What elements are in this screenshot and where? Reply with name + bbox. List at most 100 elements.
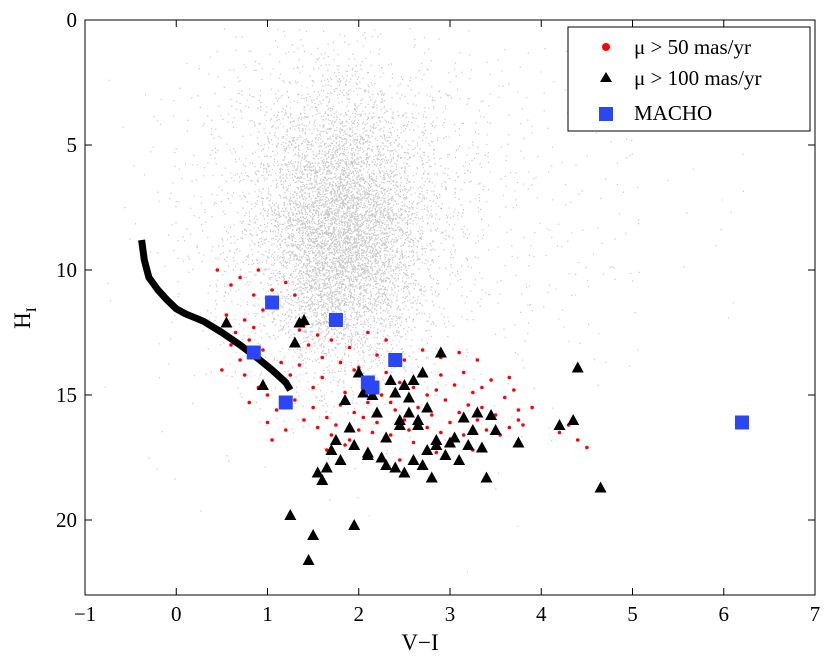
triangle-point <box>320 461 333 473</box>
red-point <box>575 438 580 442</box>
red-point <box>457 350 461 355</box>
red-point <box>297 363 302 367</box>
red-point <box>215 268 220 272</box>
red-point <box>557 430 562 435</box>
red-point <box>252 293 256 297</box>
red-point <box>293 398 297 402</box>
square-point <box>735 415 749 430</box>
red-point <box>411 385 416 390</box>
legend: μ > 50 mas/yr μ > 100 mas/yr MACHO <box>567 26 811 132</box>
red-point <box>384 370 388 375</box>
red-point <box>361 415 366 420</box>
x-tick-label: 1 <box>262 602 273 626</box>
red-point <box>461 370 466 375</box>
triangle-point <box>571 361 584 373</box>
red-point <box>530 405 534 410</box>
y-tick-label: 20 <box>56 508 77 532</box>
x-tick-label: 6 <box>719 602 730 626</box>
triangle-point <box>348 439 361 450</box>
red-point <box>288 373 293 377</box>
red-point <box>283 280 288 285</box>
red-point <box>375 420 379 425</box>
y-axis-label: HI <box>10 307 40 329</box>
red-point <box>434 388 439 392</box>
red-point <box>439 430 443 435</box>
square-point <box>265 295 280 310</box>
triangle-point <box>284 509 297 520</box>
red-point <box>242 318 247 322</box>
triangle-point <box>402 391 415 403</box>
square-point <box>328 313 343 327</box>
square-series-layer <box>246 295 749 430</box>
reference-sequence-layer <box>138 239 294 392</box>
red-point <box>220 368 224 372</box>
triangle-point <box>380 431 393 443</box>
red-point <box>306 343 311 347</box>
triangle-point <box>316 474 329 485</box>
triangle-point <box>416 366 429 378</box>
red-point <box>370 430 375 435</box>
triangle-point <box>307 529 320 540</box>
red-point <box>366 330 370 335</box>
y-axis-label-sub: I <box>24 307 40 312</box>
red-point <box>256 268 261 272</box>
x-tick-label: 7 <box>810 602 821 626</box>
triangle-point <box>220 316 233 328</box>
triangle-point <box>439 449 452 460</box>
red-point <box>585 445 589 450</box>
square-point <box>365 380 380 395</box>
x-tick-labels: −1 0 1 2 3 4 5 6 7 <box>74 602 820 626</box>
red-point <box>475 358 480 362</box>
red-point <box>247 400 252 405</box>
red-point <box>329 433 334 437</box>
red-point <box>311 405 315 410</box>
square-point <box>278 395 293 410</box>
triangle-point <box>421 401 434 413</box>
triangle-point <box>466 424 479 435</box>
red-point <box>320 355 325 360</box>
triangle-point <box>256 379 269 390</box>
triangle-point <box>352 366 365 378</box>
red-point <box>293 293 297 297</box>
red-point <box>384 338 388 342</box>
red-point <box>261 308 265 312</box>
triangle-point <box>348 519 361 530</box>
triangle-series-layer <box>220 314 607 565</box>
red-point <box>461 433 466 437</box>
red-point <box>516 408 521 412</box>
triangle-point <box>325 444 338 455</box>
red-point <box>274 408 279 412</box>
red-point <box>343 390 347 395</box>
triangle-point <box>407 454 420 465</box>
red-point <box>302 418 306 422</box>
legend-label-3: MACHO <box>634 101 712 125</box>
red-point <box>347 438 352 442</box>
red-point <box>265 420 270 425</box>
legend-marker-triangle <box>600 72 612 82</box>
triangle-point <box>389 461 402 473</box>
triangle-point <box>398 379 411 390</box>
y-tick-label: 15 <box>56 383 77 407</box>
red-point <box>439 373 443 377</box>
red-point <box>429 413 434 417</box>
red-point <box>297 328 302 332</box>
red-point <box>443 398 448 402</box>
red-point <box>434 450 439 455</box>
red-point <box>315 333 320 337</box>
triangle-point <box>434 346 447 358</box>
red-point <box>521 423 525 427</box>
triangle-point <box>407 374 420 385</box>
red-point <box>398 380 402 385</box>
triangle-point <box>375 451 388 463</box>
red-point <box>229 283 233 287</box>
triangle-point <box>384 374 397 385</box>
red-point <box>270 288 274 292</box>
triangle-point <box>489 424 502 435</box>
red-point <box>247 338 252 342</box>
x-tick-label: 3 <box>445 602 456 626</box>
red-point <box>425 425 429 430</box>
red-point <box>489 378 493 382</box>
red-point <box>238 275 242 280</box>
red-point <box>452 383 457 387</box>
triangle-point <box>389 386 402 398</box>
